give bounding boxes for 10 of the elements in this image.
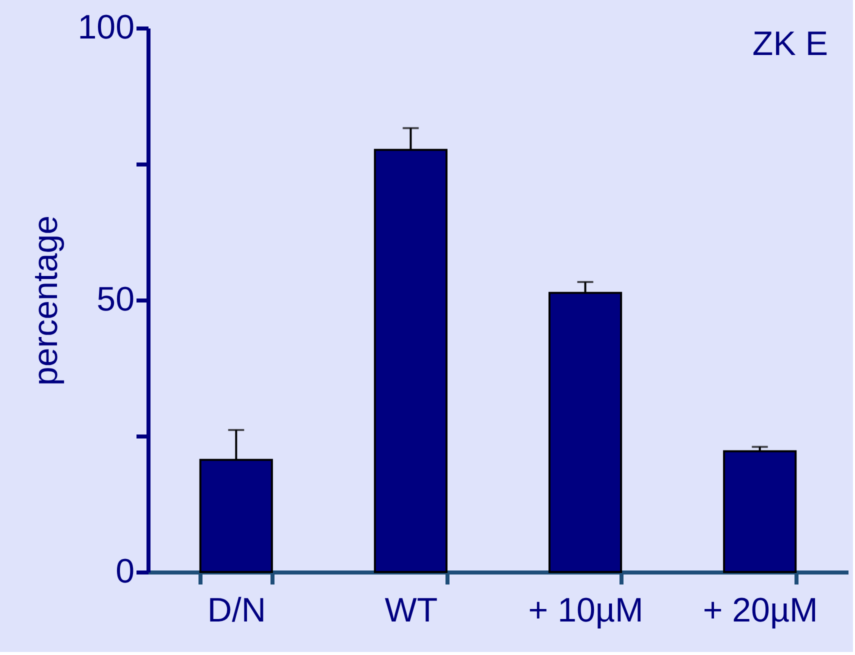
- bar: [723, 450, 797, 573]
- x-tick-label: D/N: [207, 592, 266, 630]
- x-tick-label: + 20µM: [702, 592, 818, 630]
- y-tick-label: 50: [96, 280, 134, 318]
- x-tick-label: + 10µM: [528, 592, 644, 630]
- y-tick-label: 0: [116, 552, 134, 590]
- x-tick-label: WT: [384, 592, 438, 630]
- annotation: ZK E: [752, 25, 828, 63]
- y-axis-title: percentage: [26, 215, 65, 386]
- y-tick-label: 100: [78, 8, 134, 46]
